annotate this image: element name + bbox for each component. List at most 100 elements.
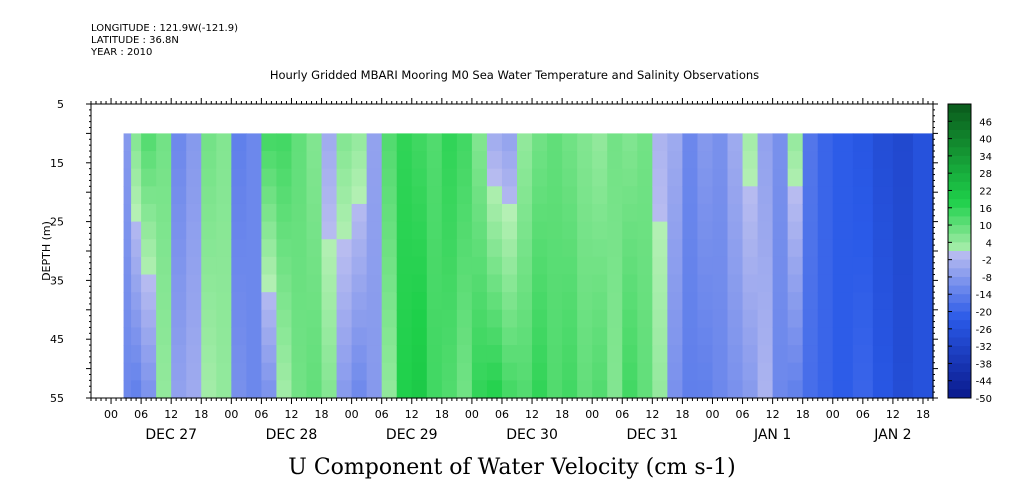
heatmap-cell xyxy=(912,362,934,381)
colorbar-tick-label: 34 xyxy=(979,152,992,163)
heatmap-cell xyxy=(852,274,874,293)
heatmap-cell xyxy=(231,345,247,364)
heatmap-cell xyxy=(802,274,819,293)
heatmap-cell xyxy=(261,292,278,311)
heatmap-cell xyxy=(872,168,894,187)
heatmap-cell xyxy=(787,256,804,276)
heatmap-cell xyxy=(486,133,503,152)
heatmap-cell xyxy=(291,345,308,364)
heatmap-cell xyxy=(186,151,202,170)
heatmap-cell xyxy=(772,151,789,170)
heatmap-cell xyxy=(306,274,323,293)
heatmap-cell xyxy=(577,274,593,293)
heatmap-cell xyxy=(622,203,638,223)
heatmap-cell xyxy=(772,133,789,152)
heatmap-cell xyxy=(872,309,894,329)
heatmap-cell xyxy=(772,345,789,364)
colorbar-segment xyxy=(948,363,971,373)
heatmap-cell xyxy=(607,203,623,223)
heatmap-cell xyxy=(381,292,398,311)
heatmap-cell xyxy=(123,309,132,329)
heatmap-cell xyxy=(396,362,413,381)
heatmap-cell xyxy=(562,203,578,223)
heatmap-cell xyxy=(396,345,413,364)
heatmap-cell xyxy=(622,151,638,170)
heatmap-cell xyxy=(637,221,653,240)
heatmap-cell xyxy=(426,274,443,293)
heatmap-cell xyxy=(441,186,458,205)
heatmap-cell xyxy=(216,151,232,170)
heatmap-cell xyxy=(486,345,503,364)
heatmap-cell xyxy=(832,221,854,240)
x-hour-tick-label: 06 xyxy=(134,408,148,421)
heatmap-cell xyxy=(682,309,699,329)
heatmap-cell xyxy=(306,362,323,381)
heatmap-cell xyxy=(697,239,714,258)
heatmap-cell xyxy=(517,292,533,311)
heatmap-cell xyxy=(441,380,458,399)
heatmap-cell xyxy=(306,327,323,346)
heatmap-cell xyxy=(426,345,443,364)
heatmap-cell xyxy=(321,292,338,311)
heatmap-cell xyxy=(411,186,428,205)
heatmap-cell xyxy=(562,186,578,205)
heatmap-cell xyxy=(772,256,789,276)
heatmap-cell xyxy=(381,221,398,240)
y-axis-label: DEPTH (m) xyxy=(40,221,53,281)
heatmap-cell xyxy=(852,327,874,346)
heatmap-cell xyxy=(757,203,774,223)
heatmap-cell xyxy=(562,256,578,276)
heatmap-cell xyxy=(486,168,503,187)
heatmap-cell xyxy=(562,345,578,364)
heatmap-cell xyxy=(727,327,744,346)
heatmap-cell xyxy=(892,221,914,240)
heatmap-cell xyxy=(912,327,934,346)
heatmap-cell xyxy=(817,327,834,346)
heatmap-cell xyxy=(381,168,398,187)
heatmap-cell xyxy=(306,168,323,187)
colorbar-segment xyxy=(948,104,971,114)
heatmap-cell xyxy=(912,292,934,311)
x-hour-tick-label: 00 xyxy=(104,408,118,421)
heatmap-cell xyxy=(261,239,278,258)
heatmap-cell xyxy=(156,151,172,170)
heatmap-cell xyxy=(517,203,533,223)
heatmap-cell xyxy=(123,133,132,152)
heatmap-cell xyxy=(832,133,854,152)
axes: 00 06 12 18 00 06 12 18 00 06 12 18 00 06 12 18 00 06 12 18… xyxy=(50,98,938,443)
heatmap-cell xyxy=(697,309,714,329)
heatmap-cell xyxy=(381,133,398,152)
heatmap-cell xyxy=(622,186,638,205)
heatmap-cell xyxy=(697,168,714,187)
heatmap-cell xyxy=(547,274,563,293)
heatmap-cell xyxy=(261,168,278,187)
heatmap-cell xyxy=(577,362,593,381)
heatmap-cell xyxy=(637,203,653,223)
heatmap-cell xyxy=(697,292,714,311)
heatmap-cell xyxy=(772,362,789,381)
heatmap-cell xyxy=(607,133,623,152)
heatmap-cell xyxy=(501,327,518,346)
heatmap-cell xyxy=(186,133,202,152)
heatmap-cell xyxy=(381,327,398,346)
heatmap-cell xyxy=(832,203,854,223)
heatmap-cell xyxy=(441,309,458,329)
heatmap-cell xyxy=(562,292,578,311)
heatmap-cell xyxy=(532,186,548,205)
heatmap-cell xyxy=(802,380,819,399)
heatmap-cell xyxy=(201,151,217,170)
heatmap-cell xyxy=(637,151,653,170)
heatmap-cell xyxy=(832,292,854,311)
heatmap-cell xyxy=(682,292,699,311)
heatmap-cell xyxy=(667,380,684,399)
heatmap-cell xyxy=(577,186,593,205)
heatmap-cell xyxy=(592,309,608,329)
heatmap-cell xyxy=(637,274,653,293)
heatmap-cell xyxy=(772,380,789,399)
heatmap-cell xyxy=(872,362,894,381)
heatmap-cell xyxy=(366,151,383,170)
heatmap-cell xyxy=(547,362,563,381)
heatmap-cell xyxy=(727,345,744,364)
heatmap-cell xyxy=(667,274,684,293)
heatmap-cell xyxy=(501,221,518,240)
